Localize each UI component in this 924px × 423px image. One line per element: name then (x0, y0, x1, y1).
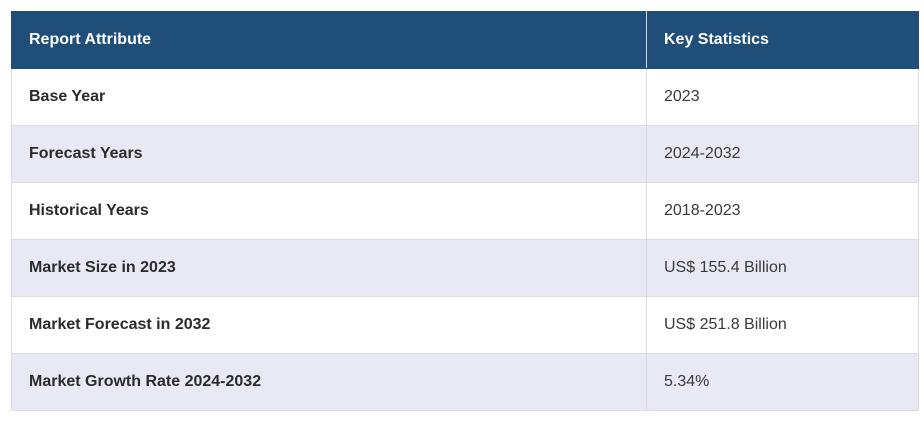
table-row: Historical Years 2018-2023 (11, 182, 919, 240)
row-attribute: Market Size in 2023 (11, 239, 647, 297)
row-value: US$ 155.4 Billion (646, 239, 919, 297)
table-header: Report Attribute Key Statistics (11, 11, 919, 69)
table-row: Market Growth Rate 2024-2032 5.34% (11, 353, 919, 411)
table-row: Forecast Years 2024-2032 (11, 125, 919, 183)
table-body: Base Year 2023 Forecast Years 2024-2032 … (11, 68, 919, 411)
row-value: 2024-2032 (646, 125, 919, 183)
row-attribute: Historical Years (11, 182, 647, 240)
row-attribute: Forecast Years (11, 125, 647, 183)
row-attribute: Market Forecast in 2032 (11, 296, 647, 354)
header-report-attribute: Report Attribute (11, 11, 647, 69)
report-statistics-table: Report Attribute Key Statistics Base Yea… (11, 11, 919, 411)
table-row: Market Forecast in 2032 US$ 251.8 Billio… (11, 296, 919, 354)
row-attribute: Market Growth Rate 2024-2032 (11, 353, 647, 411)
row-value: 2023 (646, 68, 919, 126)
row-value: US$ 251.8 Billion (646, 296, 919, 354)
row-value: 5.34% (646, 353, 919, 411)
row-value: 2018-2023 (646, 182, 919, 240)
header-row: Report Attribute Key Statistics (11, 11, 919, 69)
header-key-statistics: Key Statistics (646, 11, 919, 69)
table-row: Base Year 2023 (11, 68, 919, 126)
report-table-container: Report Attribute Key Statistics Base Yea… (11, 11, 919, 411)
row-attribute: Base Year (11, 68, 647, 126)
table-row: Market Size in 2023 US$ 155.4 Billion (11, 239, 919, 297)
